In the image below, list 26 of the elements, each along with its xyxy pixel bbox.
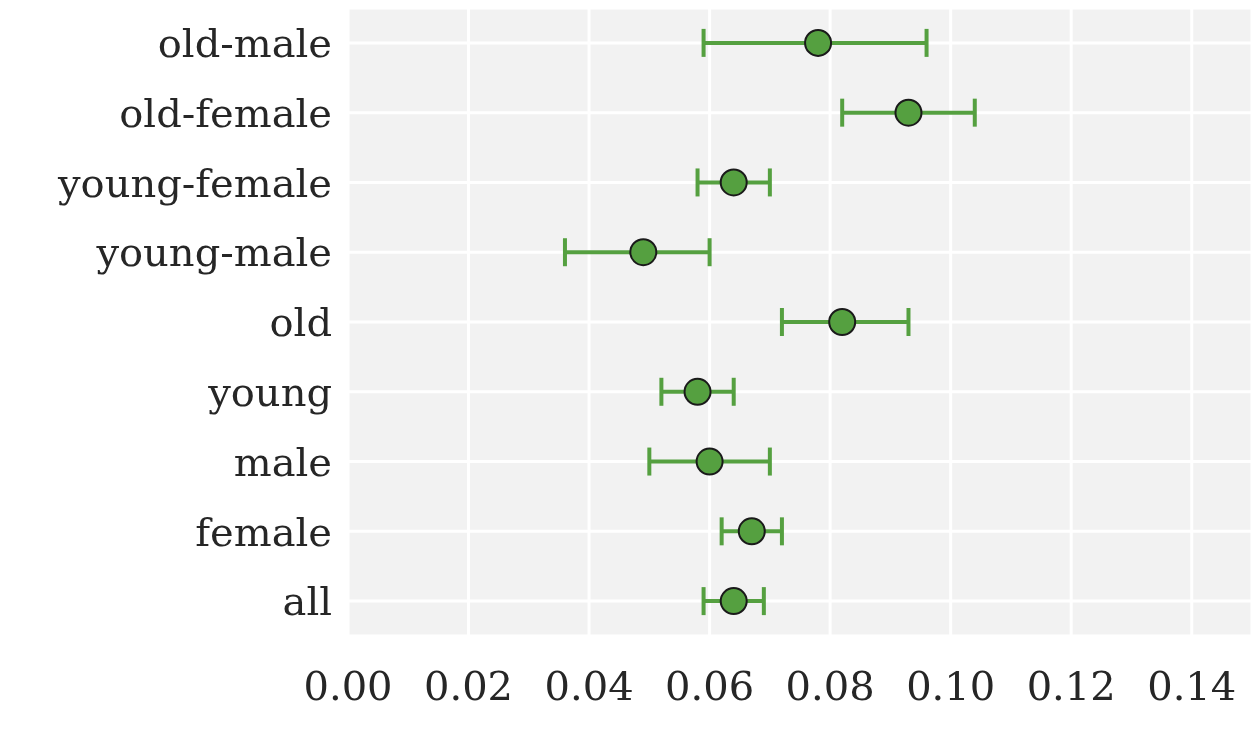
y-tick-label: old bbox=[269, 299, 332, 346]
x-tick-label: 0.02 bbox=[424, 663, 514, 710]
point bbox=[629, 238, 658, 267]
point bbox=[828, 308, 857, 336]
y-tick-label: male bbox=[233, 438, 332, 485]
x-tick-label: 0.10 bbox=[906, 663, 996, 710]
point bbox=[894, 98, 923, 127]
y-tick-label: young bbox=[207, 368, 332, 415]
x-tick-label: 0.08 bbox=[785, 663, 875, 710]
point bbox=[683, 377, 712, 406]
y-tick-label: female bbox=[195, 508, 332, 555]
point bbox=[719, 168, 748, 197]
y-tick-label: all bbox=[282, 578, 332, 625]
point bbox=[804, 28, 833, 57]
x-tick-label: 0.00 bbox=[303, 663, 393, 710]
y-tick-label: young-male bbox=[95, 229, 332, 276]
point bbox=[719, 587, 748, 616]
x-tick-label: 0.06 bbox=[665, 663, 755, 710]
point bbox=[695, 447, 724, 476]
point bbox=[737, 517, 766, 546]
x-tick-label: 0.12 bbox=[1026, 663, 1116, 710]
x-tick-label: 0.04 bbox=[544, 663, 634, 710]
y-tick-label: old-female bbox=[119, 89, 332, 136]
x-tick-label: 0.14 bbox=[1147, 663, 1237, 710]
y-tick-label: old-male bbox=[157, 20, 332, 67]
y-tick-label: young-female bbox=[56, 159, 332, 206]
